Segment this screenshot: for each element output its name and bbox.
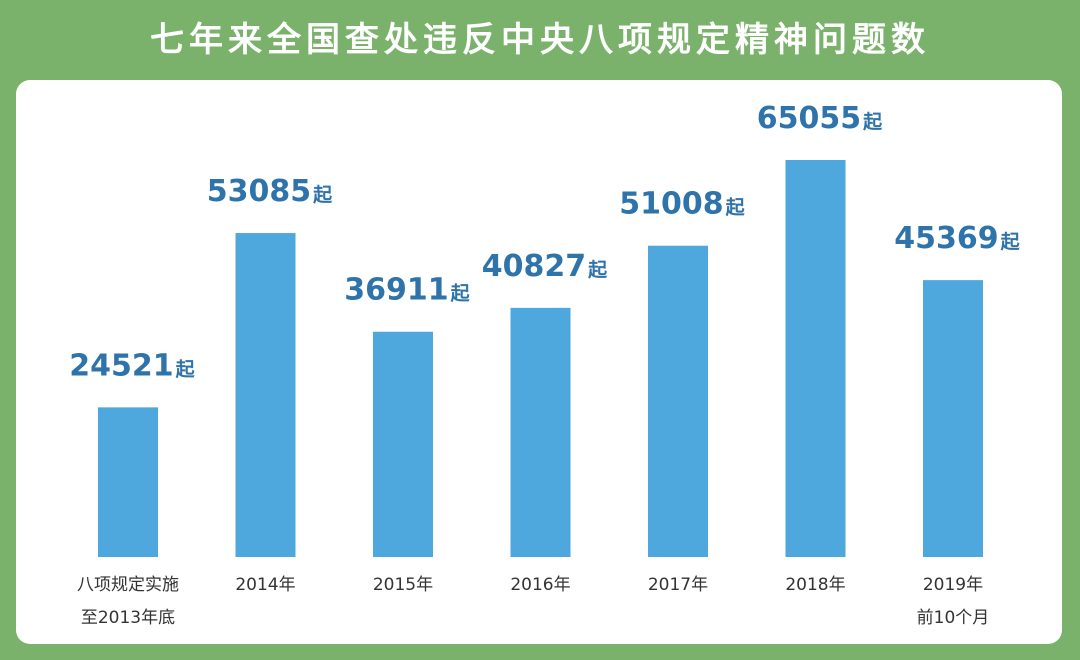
value-unit-1: 起 (312, 184, 333, 206)
value-label-1: 53085 起 (207, 174, 333, 209)
value-label-2: 36911 起 (344, 273, 470, 308)
value-number-4: 51008 (619, 187, 723, 222)
value-number-1: 53085 (207, 174, 311, 209)
bar-4 (648, 245, 708, 557)
bar-6 (923, 280, 983, 557)
bar-5 (785, 160, 846, 557)
category-label-0-line-0: 八项规定实施 (77, 575, 179, 595)
category-label-2-line-0: 2015年 (373, 575, 433, 595)
bar-2 (373, 331, 433, 557)
value-number-6: 45369 (894, 221, 998, 256)
chart-title: 七年来全国查处违反中央八项规定精神问题数 (150, 20, 930, 60)
value-label-4: 51008 起 (619, 187, 745, 222)
value-unit-3: 起 (587, 259, 608, 281)
category-label-6-line-1: 前10个月 (917, 608, 990, 628)
value-number-5: 65055 (757, 101, 861, 136)
value-label-3: 40827 起 (482, 249, 608, 284)
value-unit-6: 起 (1000, 231, 1021, 253)
bar-1 (235, 233, 296, 557)
bar-0 (98, 407, 158, 557)
category-label-1-line-0: 2014年 (235, 575, 295, 595)
bar-3 (510, 307, 571, 557)
value-label-0: 24521 起 (69, 348, 195, 383)
value-label-5: 65055 起 (757, 101, 883, 136)
value-unit-0: 起 (175, 358, 196, 380)
value-unit-4: 起 (725, 197, 746, 219)
category-label-5-line-0: 2018年 (785, 575, 845, 595)
category-label-0-line-1: 至2013年底 (81, 608, 175, 628)
value-number-3: 40827 (482, 249, 586, 284)
category-label-3-line-0: 2016年 (510, 575, 570, 595)
value-unit-2: 起 (450, 283, 471, 305)
category-label-6-line-0: 2019年 (923, 575, 983, 595)
value-number-0: 24521 (69, 348, 173, 383)
category-label-4-line-0: 2017年 (648, 575, 708, 595)
value-unit-5: 起 (862, 111, 883, 133)
value-label-6: 45369 起 (894, 221, 1020, 256)
value-number-2: 36911 (344, 273, 448, 308)
